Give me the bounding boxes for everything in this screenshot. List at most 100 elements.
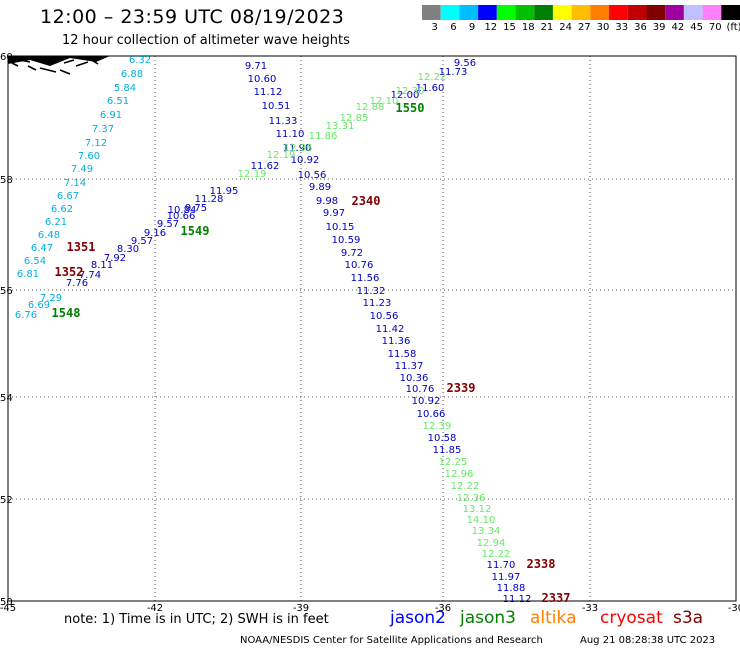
swh-value: 7.76: [66, 278, 88, 289]
swh-value: 11.36: [382, 336, 411, 347]
swh-value: 10.60: [248, 74, 277, 85]
swh-value: 9.97: [323, 208, 345, 219]
swh-value: 6.21: [45, 217, 67, 228]
swh-value: 11.28: [195, 194, 224, 205]
legend-s3a: s3a: [673, 608, 704, 628]
legend-swatch: [571, 5, 591, 20]
swh-value: 11.58: [388, 349, 417, 360]
latitude-label: 54: [0, 393, 13, 404]
swh-value: 12.10: [370, 96, 399, 107]
swh-value: 9.98: [316, 196, 338, 207]
swh-value: 11.33: [269, 116, 298, 127]
swh-value: 6.88: [121, 69, 143, 80]
longitude-label: -42: [147, 603, 163, 614]
swh-value: 7.49: [71, 164, 93, 175]
legend-swatch: [590, 5, 610, 20]
swh-value: 6.62: [51, 204, 73, 215]
swh-value: 10.84: [168, 205, 197, 216]
swh-value: 14.10: [467, 515, 496, 526]
pass-time-label: 1352: [55, 265, 84, 279]
swh-value: 6.91: [100, 110, 122, 121]
swh-value: 11.32: [357, 286, 386, 297]
pass-time-label: 2339: [447, 381, 476, 395]
pass-time-label: 2340: [352, 194, 381, 208]
legend-swatch: [515, 5, 535, 20]
swh-value: 6.47: [31, 243, 53, 254]
swh-value: 6.32: [129, 55, 151, 66]
swh-value: 9.57: [131, 236, 153, 247]
swh-value: 12.22: [418, 72, 447, 83]
swh-value: 11.73: [439, 67, 468, 78]
swh-value: 7.37: [92, 124, 114, 135]
legend-value: 18: [521, 22, 535, 33]
legend-cryosat: cryosat: [600, 608, 663, 628]
coastline-land: [8, 56, 110, 66]
swh-value: 7.74: [79, 270, 101, 281]
swh-value: 10.15: [326, 222, 355, 233]
swh-value: 10.56: [298, 170, 327, 181]
longitude-label: -30: [728, 603, 740, 614]
swh-value: 9.72: [341, 248, 363, 259]
legend-swatch: [627, 5, 647, 20]
swh-value: 11.97: [492, 572, 521, 583]
swh-value: 10.59: [332, 235, 361, 246]
swh-value: 8.30: [117, 244, 139, 255]
legend-swatch: [534, 5, 553, 20]
legend-swatch: [609, 5, 628, 20]
swh-value: 10.92: [412, 396, 441, 407]
coastline: [8, 56, 110, 75]
legend-jason2: jason2: [390, 608, 446, 628]
legend-value: 9: [468, 22, 476, 33]
swh-value: 12.85: [340, 113, 369, 124]
coastline-segment: [11, 62, 19, 67]
longitude-label: -45: [0, 603, 16, 614]
pass-time-label: 2338: [527, 557, 556, 571]
longitude-label: -36: [435, 603, 451, 614]
legend-swatch: [702, 5, 722, 20]
footer-timestamp: Aug 21 08:28:38 UTC 2023: [580, 635, 716, 646]
swh-value: 6.48: [38, 230, 60, 241]
coastline-segment: [63, 59, 75, 64]
swh-value: 11.60: [416, 83, 445, 94]
longitude-label: -33: [582, 603, 598, 614]
latitude-label: 52: [0, 495, 13, 506]
latitude-label: 60: [0, 52, 13, 63]
swh-value: 6.54: [24, 256, 46, 267]
swh-value: 12.96: [445, 469, 474, 480]
swh-value: 11.12: [503, 594, 532, 605]
swh-value: 11.62: [251, 161, 280, 172]
swh-value: 6.69: [28, 300, 50, 311]
map-title: 12:00 – 23:59 UTC 08/19/2023: [40, 6, 345, 28]
swh-value: 12.22: [451, 481, 480, 492]
swh-value: 7.92: [104, 253, 126, 264]
swh-value: 7.14: [64, 178, 86, 189]
footer-note: note: 1) Time is in UTC; 2) SWH is in fe…: [64, 612, 329, 627]
swh-value: 7.12: [85, 138, 107, 149]
swh-value: 7.29: [40, 293, 62, 304]
map-subtitle: 12 hour collection of altimeter wave hei…: [62, 33, 350, 48]
legend-value: 6: [450, 22, 457, 33]
legend-swatch: [646, 5, 666, 20]
swh-value: 5.84: [114, 83, 136, 94]
legend-swatch: [552, 5, 572, 20]
pass-time-label: 1548: [52, 306, 81, 320]
swh-value: 10.92: [291, 155, 320, 166]
legend-swatch: [721, 5, 740, 20]
swh-value: 12.22: [482, 549, 511, 560]
longitude-label: -39: [293, 603, 309, 614]
swh-value: 11.88: [497, 583, 526, 594]
swh-value: 10.56: [370, 311, 399, 322]
legend-swatch: [459, 5, 479, 20]
swh-value: 13.12: [463, 504, 492, 515]
swh-value: 10.51: [262, 101, 291, 112]
legend-value: 3: [431, 22, 438, 33]
legend-swatch: [665, 5, 684, 20]
swh-value: 11.85: [433, 445, 462, 456]
legend-swatch: [683, 5, 703, 20]
legend-value: 39: [652, 22, 666, 33]
legend-jason3: jason3: [460, 608, 516, 628]
swh-value: 11.70: [487, 560, 516, 571]
legend-value: 42: [671, 22, 685, 33]
